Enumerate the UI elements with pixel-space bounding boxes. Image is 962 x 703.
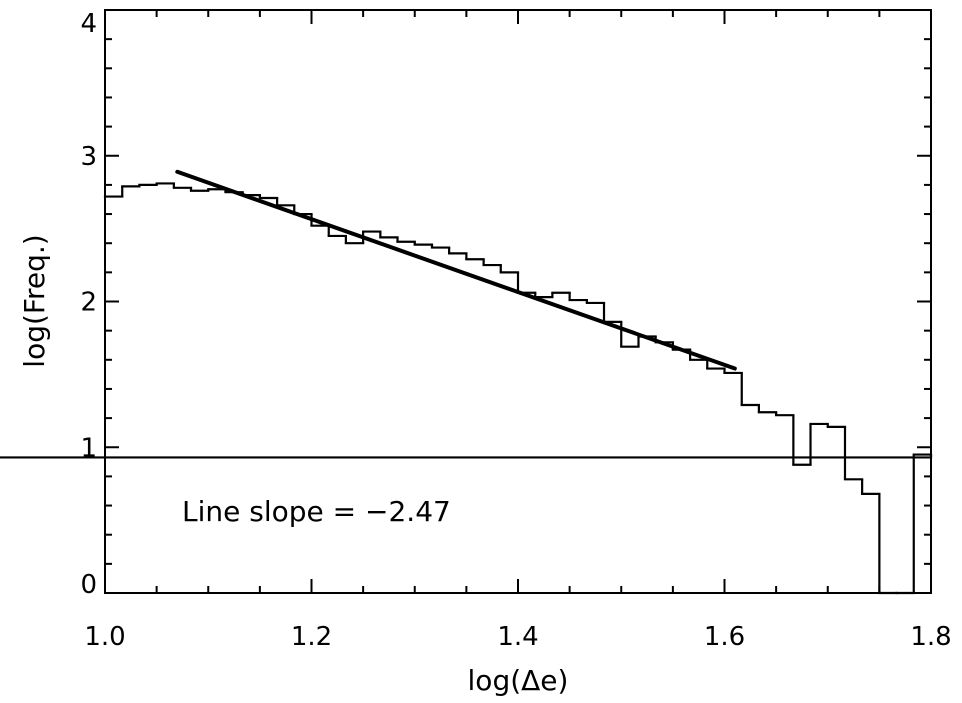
plot-frame — [104, 9, 932, 594]
y-tick-label: 3 — [80, 142, 97, 172]
tick-labels-layer: 1.0 1.2 1.4 1.6 1.8 0 1 2 3 4 — [80, 9, 951, 652]
y-axis-label: log(Freq.) — [18, 234, 51, 367]
fit-line-layer — [175, 169, 737, 371]
y-tick-label: 2 — [80, 288, 97, 318]
x-tick-label: 1.2 — [291, 622, 332, 652]
x-tick-label: 1.8 — [910, 622, 951, 652]
x-axis-label: log(Δe) — [468, 664, 569, 697]
y-tick-label: 0 — [80, 570, 97, 600]
fit-line — [175, 169, 737, 371]
histogram-layer — [0, 182, 933, 595]
y-tick-label: 4 — [80, 9, 97, 39]
slope-annotation: Line slope = −2.47 — [182, 495, 451, 528]
x-tick-label: 1.6 — [704, 622, 745, 652]
x-tick-label: 1.4 — [497, 622, 538, 652]
ticks-layer — [104, 9, 932, 594]
y-tick-label: 1 — [80, 433, 97, 463]
x-tick-label: 1.0 — [84, 622, 125, 652]
